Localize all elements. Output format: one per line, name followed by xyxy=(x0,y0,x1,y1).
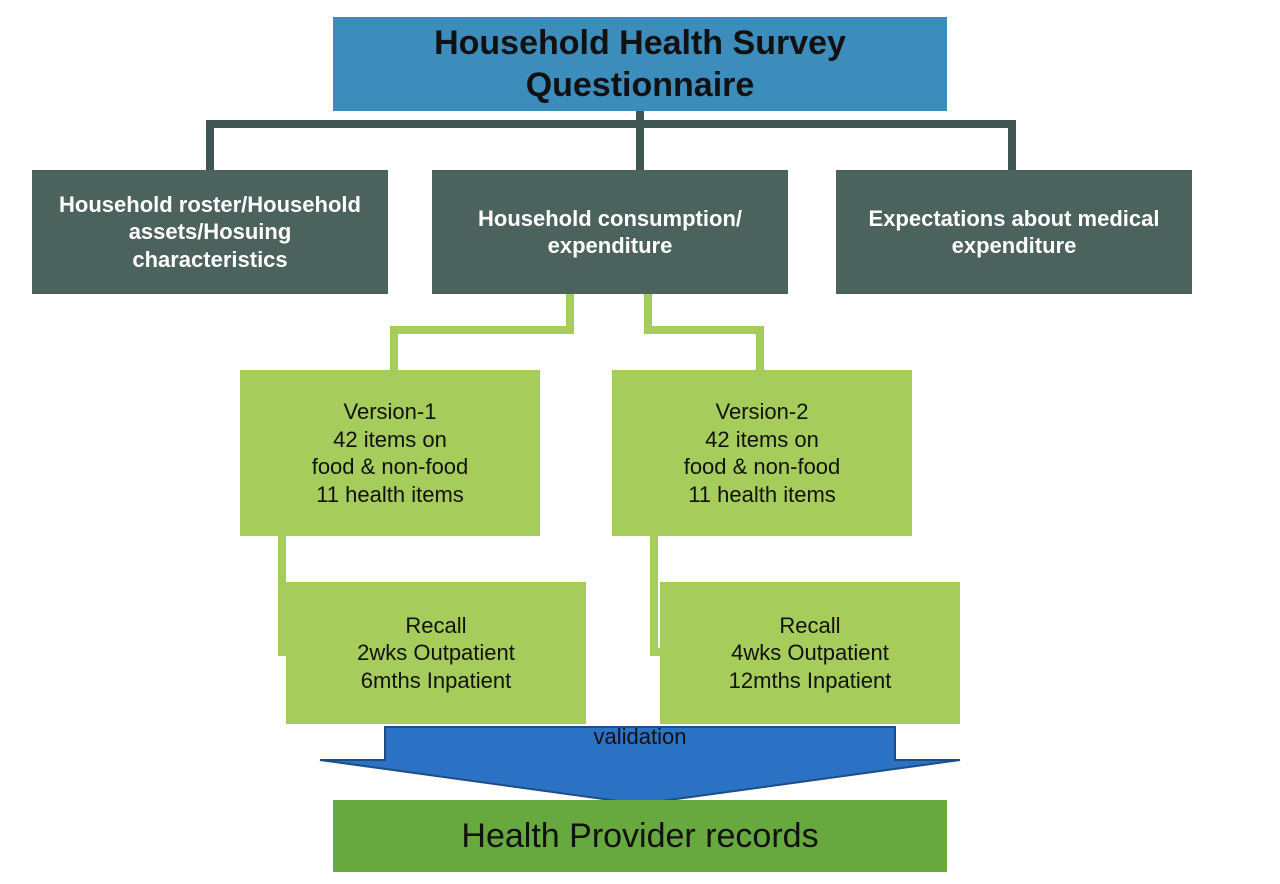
v2-line1: Version-2 xyxy=(684,398,841,426)
roster-box: Household roster/Household assets/Hosuin… xyxy=(32,170,388,294)
bottom-text: Health Provider records xyxy=(461,815,818,858)
r2-line2: 4wks Outpatient xyxy=(729,639,892,667)
recall-2-box: Recall 4wks Outpatient 12mths Inpatient xyxy=(660,582,960,724)
v1-line1: Version-1 xyxy=(312,398,469,426)
title-text: Household Health Survey Questionnaire xyxy=(351,22,929,107)
r2-line1: Recall xyxy=(729,612,892,640)
expectations-box: Expectations about medical expenditure xyxy=(836,170,1192,294)
recall-2-content: Recall 4wks Outpatient 12mths Inpatient xyxy=(729,612,892,695)
v1-line3: food & non-food xyxy=(312,453,469,481)
v1-line4: 11 health items xyxy=(312,481,469,509)
recall-1-content: Recall 2wks Outpatient 6mths Inpatient xyxy=(357,612,515,695)
r1-line1: Recall xyxy=(357,612,515,640)
consumption-text: Household consumption/ expenditure xyxy=(450,205,770,260)
diagram-stage: validation Household Health Survey Quest… xyxy=(0,0,1280,884)
v2-line2: 42 items on xyxy=(684,426,841,454)
r2-line3: 12mths Inpatient xyxy=(729,667,892,695)
roster-text: Household roster/Household assets/Hosuin… xyxy=(50,191,370,274)
version-2-box: Version-2 42 items on food & non-food 11… xyxy=(612,370,912,536)
version-1-content: Version-1 42 items on food & non-food 11… xyxy=(312,398,469,508)
v2-line4: 11 health items xyxy=(684,481,841,509)
r1-line3: 6mths Inpatient xyxy=(357,667,515,695)
r1-line2: 2wks Outpatient xyxy=(357,639,515,667)
validation-label: validation xyxy=(594,724,687,749)
v1-line2: 42 items on xyxy=(312,426,469,454)
recall-1-box: Recall 2wks Outpatient 6mths Inpatient xyxy=(286,582,586,724)
bottom-box: Health Provider records xyxy=(333,800,947,872)
version-1-box: Version-1 42 items on food & non-food 11… xyxy=(240,370,540,536)
version-2-content: Version-2 42 items on food & non-food 11… xyxy=(684,398,841,508)
expectations-text: Expectations about medical expenditure xyxy=(854,205,1174,260)
title-box: Household Health Survey Questionnaire xyxy=(333,17,947,111)
validation-arrow xyxy=(320,727,960,804)
consumption-box: Household consumption/ expenditure xyxy=(432,170,788,294)
v2-line3: food & non-food xyxy=(684,453,841,481)
